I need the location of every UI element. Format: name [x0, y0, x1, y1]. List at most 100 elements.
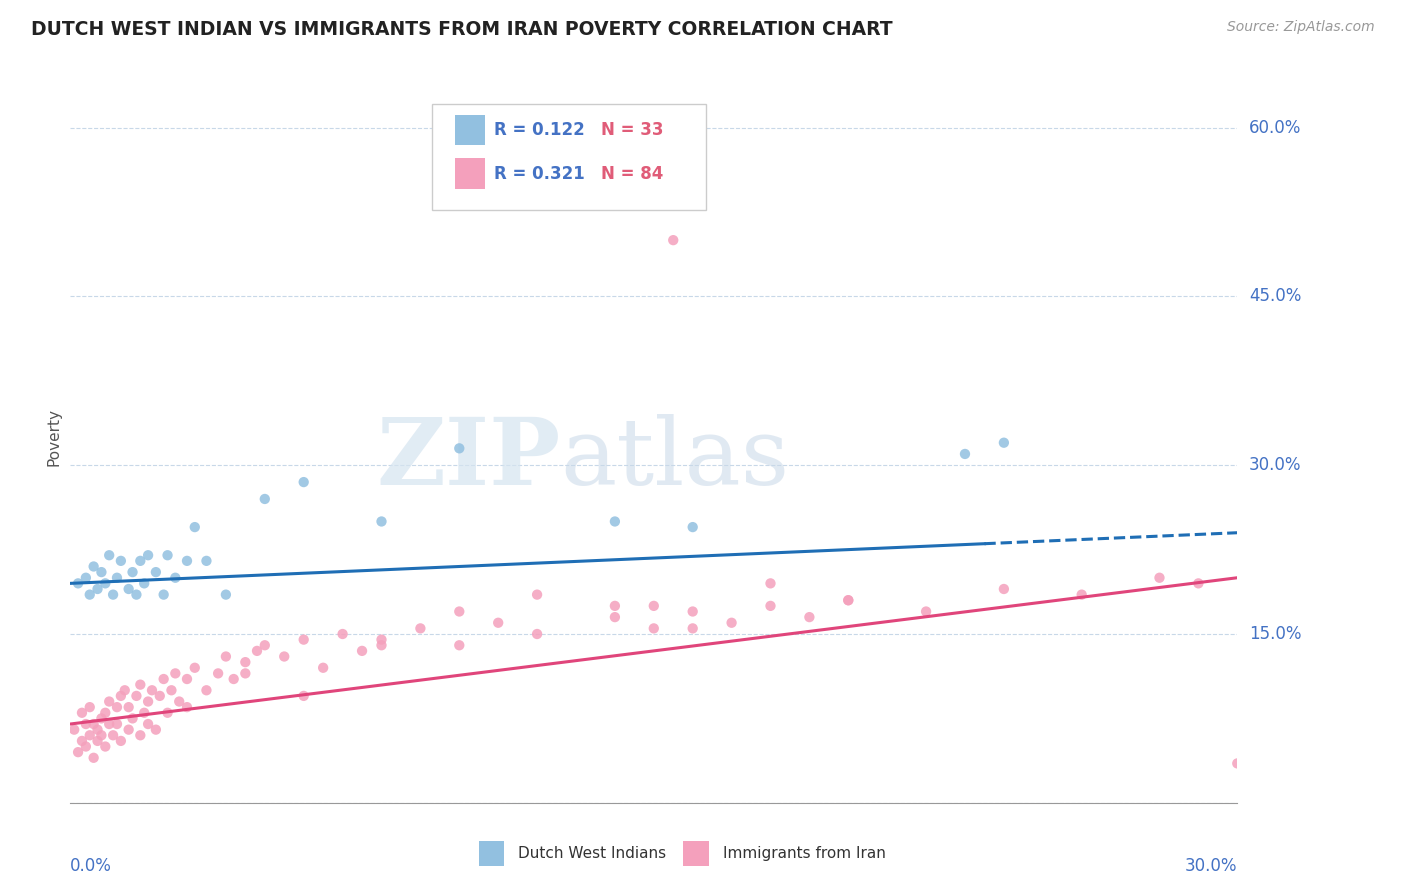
Y-axis label: Poverty: Poverty [46, 408, 62, 467]
Point [643, 621, 665, 635]
Point [145, 565, 167, 579]
Point [215, 649, 238, 664]
Point [643, 599, 665, 613]
Point [449, 638, 471, 652]
Point [953, 447, 976, 461]
Point [83, 717, 105, 731]
Point [993, 435, 1015, 450]
Point [195, 554, 218, 568]
Point [114, 683, 136, 698]
Text: N = 84: N = 84 [602, 164, 664, 183]
Point [1187, 576, 1209, 591]
Point [993, 582, 1015, 596]
Point [121, 711, 143, 725]
Point [118, 723, 141, 737]
Point [125, 689, 148, 703]
Point [121, 565, 143, 579]
Point [195, 683, 218, 698]
Point [105, 571, 128, 585]
Point [176, 700, 198, 714]
FancyBboxPatch shape [478, 841, 505, 866]
Point [176, 672, 198, 686]
Point [110, 689, 132, 703]
Point [253, 491, 276, 506]
Text: N = 33: N = 33 [602, 121, 664, 139]
Point [98, 694, 121, 708]
Point [141, 683, 163, 698]
Point [86, 734, 108, 748]
Point [90, 711, 112, 725]
Point [370, 632, 392, 647]
Point [215, 588, 238, 602]
Point [86, 723, 108, 737]
Point [370, 515, 392, 529]
Point [207, 666, 229, 681]
Point [67, 576, 90, 591]
Point [160, 683, 183, 698]
Point [370, 638, 392, 652]
Point [152, 588, 174, 602]
Point [184, 520, 207, 534]
Point [292, 689, 315, 703]
Point [145, 723, 167, 737]
Point [75, 571, 97, 585]
Point [136, 548, 159, 562]
Point [101, 728, 124, 742]
Text: ZIP: ZIP [377, 414, 561, 504]
Text: 45.0%: 45.0% [1249, 287, 1302, 305]
Point [603, 599, 626, 613]
Point [1149, 571, 1171, 585]
Point [332, 627, 354, 641]
Point [136, 694, 159, 708]
Point [70, 734, 93, 748]
Point [526, 627, 548, 641]
Point [105, 717, 128, 731]
Point [449, 442, 471, 456]
Point [233, 655, 256, 669]
Text: 30.0%: 30.0% [1185, 857, 1237, 875]
Point [79, 728, 101, 742]
Point [79, 588, 101, 602]
Text: Dutch West Indians: Dutch West Indians [519, 846, 666, 861]
Text: 30.0%: 30.0% [1249, 456, 1302, 475]
Point [253, 638, 276, 652]
Point [759, 599, 782, 613]
Point [118, 700, 141, 714]
Point [110, 554, 132, 568]
Point [129, 554, 152, 568]
Point [70, 706, 93, 720]
Point [526, 588, 548, 602]
Point [105, 700, 128, 714]
Point [312, 661, 335, 675]
Point [246, 644, 269, 658]
Point [837, 593, 859, 607]
Point [1226, 756, 1249, 771]
Point [165, 571, 187, 585]
Text: 15.0%: 15.0% [1249, 625, 1302, 643]
Point [682, 520, 704, 534]
Point [136, 717, 159, 731]
Point [1070, 588, 1092, 602]
Point [67, 745, 90, 759]
FancyBboxPatch shape [432, 104, 706, 211]
FancyBboxPatch shape [683, 841, 709, 866]
Point [83, 559, 105, 574]
Point [273, 649, 295, 664]
Point [75, 739, 97, 754]
Point [101, 588, 124, 602]
Point [75, 717, 97, 731]
Point [409, 621, 432, 635]
Text: 0.0%: 0.0% [70, 857, 112, 875]
Point [90, 728, 112, 742]
Point [129, 728, 152, 742]
Text: R = 0.321: R = 0.321 [494, 164, 585, 183]
Point [165, 666, 187, 681]
Point [94, 576, 117, 591]
Point [292, 475, 315, 489]
Point [682, 621, 704, 635]
Point [682, 605, 704, 619]
Point [222, 672, 245, 686]
Point [83, 751, 105, 765]
Point [79, 700, 101, 714]
Point [98, 717, 121, 731]
